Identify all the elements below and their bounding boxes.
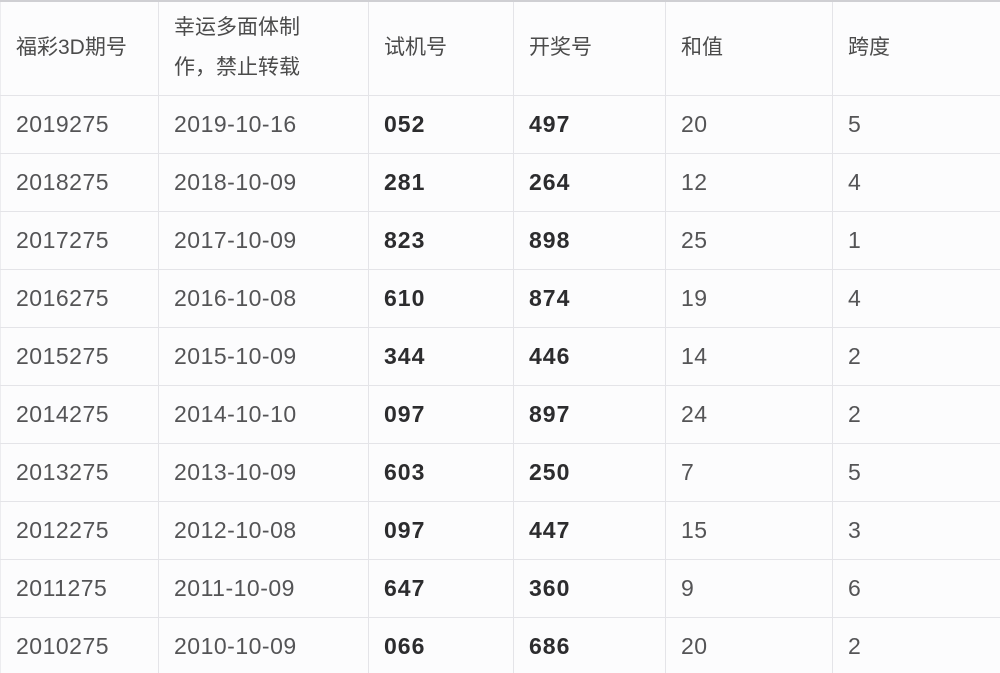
cell-span: 2 — [832, 327, 1000, 386]
cell-date: 2015-10-09 — [158, 327, 369, 386]
cell-span: 6 — [832, 559, 1000, 618]
cell-winning-number: 447 — [513, 501, 666, 560]
cell-test-number: 610 — [368, 269, 514, 328]
cell-winning-number: 897 — [513, 385, 666, 444]
table-row: 2016275 2016-10-08 610 874 19 4 — [0, 269, 1000, 328]
cell-test-number: 823 — [368, 211, 514, 270]
column-header-sum: 和值 — [665, 2, 833, 96]
column-header-span: 跨度 — [832, 2, 1000, 96]
column-header-issue: 福彩3D期号 — [0, 2, 159, 96]
cell-issue: 2010275 — [0, 617, 159, 673]
table-row: 2015275 2015-10-09 344 446 14 2 — [0, 327, 1000, 386]
cell-test-number: 097 — [368, 501, 514, 560]
cell-date: 2014-10-10 — [158, 385, 369, 444]
cell-issue: 2012275 — [0, 501, 159, 560]
cell-winning-number: 264 — [513, 153, 666, 212]
cell-sum: 15 — [665, 501, 833, 560]
table-row: 2014275 2014-10-10 097 897 24 2 — [0, 385, 1000, 444]
cell-test-number: 281 — [368, 153, 514, 212]
header-row: 福彩3D期号 幸运多面体制作，禁止转载 试机号 开奖号 和值 跨度 — [0, 2, 1000, 96]
cell-issue: 2014275 — [0, 385, 159, 444]
cell-test-number: 066 — [368, 617, 514, 673]
table-body: 2019275 2019-10-16 052 497 20 5 2018275 2018-10… — [0, 95, 1000, 673]
cell-sum: 9 — [665, 559, 833, 618]
cell-test-number: 647 — [368, 559, 514, 618]
cell-span: 5 — [832, 443, 1000, 502]
cell-winning-number: 360 — [513, 559, 666, 618]
cell-date: 2016-10-08 — [158, 269, 369, 328]
cell-sum: 19 — [665, 269, 833, 328]
cell-date: 2018-10-09 — [158, 153, 369, 212]
cell-date: 2013-10-09 — [158, 443, 369, 502]
cell-issue: 2016275 — [0, 269, 159, 328]
cell-sum: 14 — [665, 327, 833, 386]
table-row: 2019275 2019-10-16 052 497 20 5 — [0, 95, 1000, 154]
cell-span: 3 — [832, 501, 1000, 560]
cell-winning-number: 497 — [513, 95, 666, 154]
table-row: 2012275 2012-10-08 097 447 15 3 — [0, 501, 1000, 560]
cell-sum: 12 — [665, 153, 833, 212]
table-row: 2013275 2013-10-09 603 250 7 5 — [0, 443, 1000, 502]
table-row: 2011275 2011-10-09 647 360 9 6 — [0, 559, 1000, 618]
column-header-date: 幸运多面体制作，禁止转载 — [158, 2, 369, 96]
cell-issue: 2015275 — [0, 327, 159, 386]
cell-date: 2011-10-09 — [158, 559, 369, 618]
cell-winning-number: 250 — [513, 443, 666, 502]
cell-date: 2017-10-09 — [158, 211, 369, 270]
cell-sum: 24 — [665, 385, 833, 444]
table-row: 2017275 2017-10-09 823 898 25 1 — [0, 211, 1000, 270]
cell-winning-number: 686 — [513, 617, 666, 673]
cell-test-number: 097 — [368, 385, 514, 444]
cell-date: 2019-10-16 — [158, 95, 369, 154]
cell-winning-number: 446 — [513, 327, 666, 386]
cell-sum: 20 — [665, 95, 833, 154]
cell-issue: 2017275 — [0, 211, 159, 270]
cell-test-number: 052 — [368, 95, 514, 154]
cell-issue: 2018275 — [0, 153, 159, 212]
cell-span: 2 — [832, 617, 1000, 673]
cell-span: 4 — [832, 153, 1000, 212]
cell-issue: 2011275 — [0, 559, 159, 618]
table-row: 2010275 2010-10-09 066 686 20 2 — [0, 617, 1000, 673]
cell-sum: 7 — [665, 443, 833, 502]
cell-span: 1 — [832, 211, 1000, 270]
cell-sum: 25 — [665, 211, 833, 270]
column-header-test-number: 试机号 — [368, 2, 514, 96]
cell-test-number: 603 — [368, 443, 514, 502]
cell-date: 2010-10-09 — [158, 617, 369, 673]
cell-winning-number: 874 — [513, 269, 666, 328]
cell-span: 2 — [832, 385, 1000, 444]
cell-span: 5 — [832, 95, 1000, 154]
cell-issue: 2019275 — [0, 95, 159, 154]
column-header-winning-number: 开奖号 — [513, 2, 666, 96]
cell-span: 4 — [832, 269, 1000, 328]
cell-date: 2012-10-08 — [158, 501, 369, 560]
cell-issue: 2013275 — [0, 443, 159, 502]
table-row: 2018275 2018-10-09 281 264 12 4 — [0, 153, 1000, 212]
cell-test-number: 344 — [368, 327, 514, 386]
cell-winning-number: 898 — [513, 211, 666, 270]
cell-sum: 20 — [665, 617, 833, 673]
